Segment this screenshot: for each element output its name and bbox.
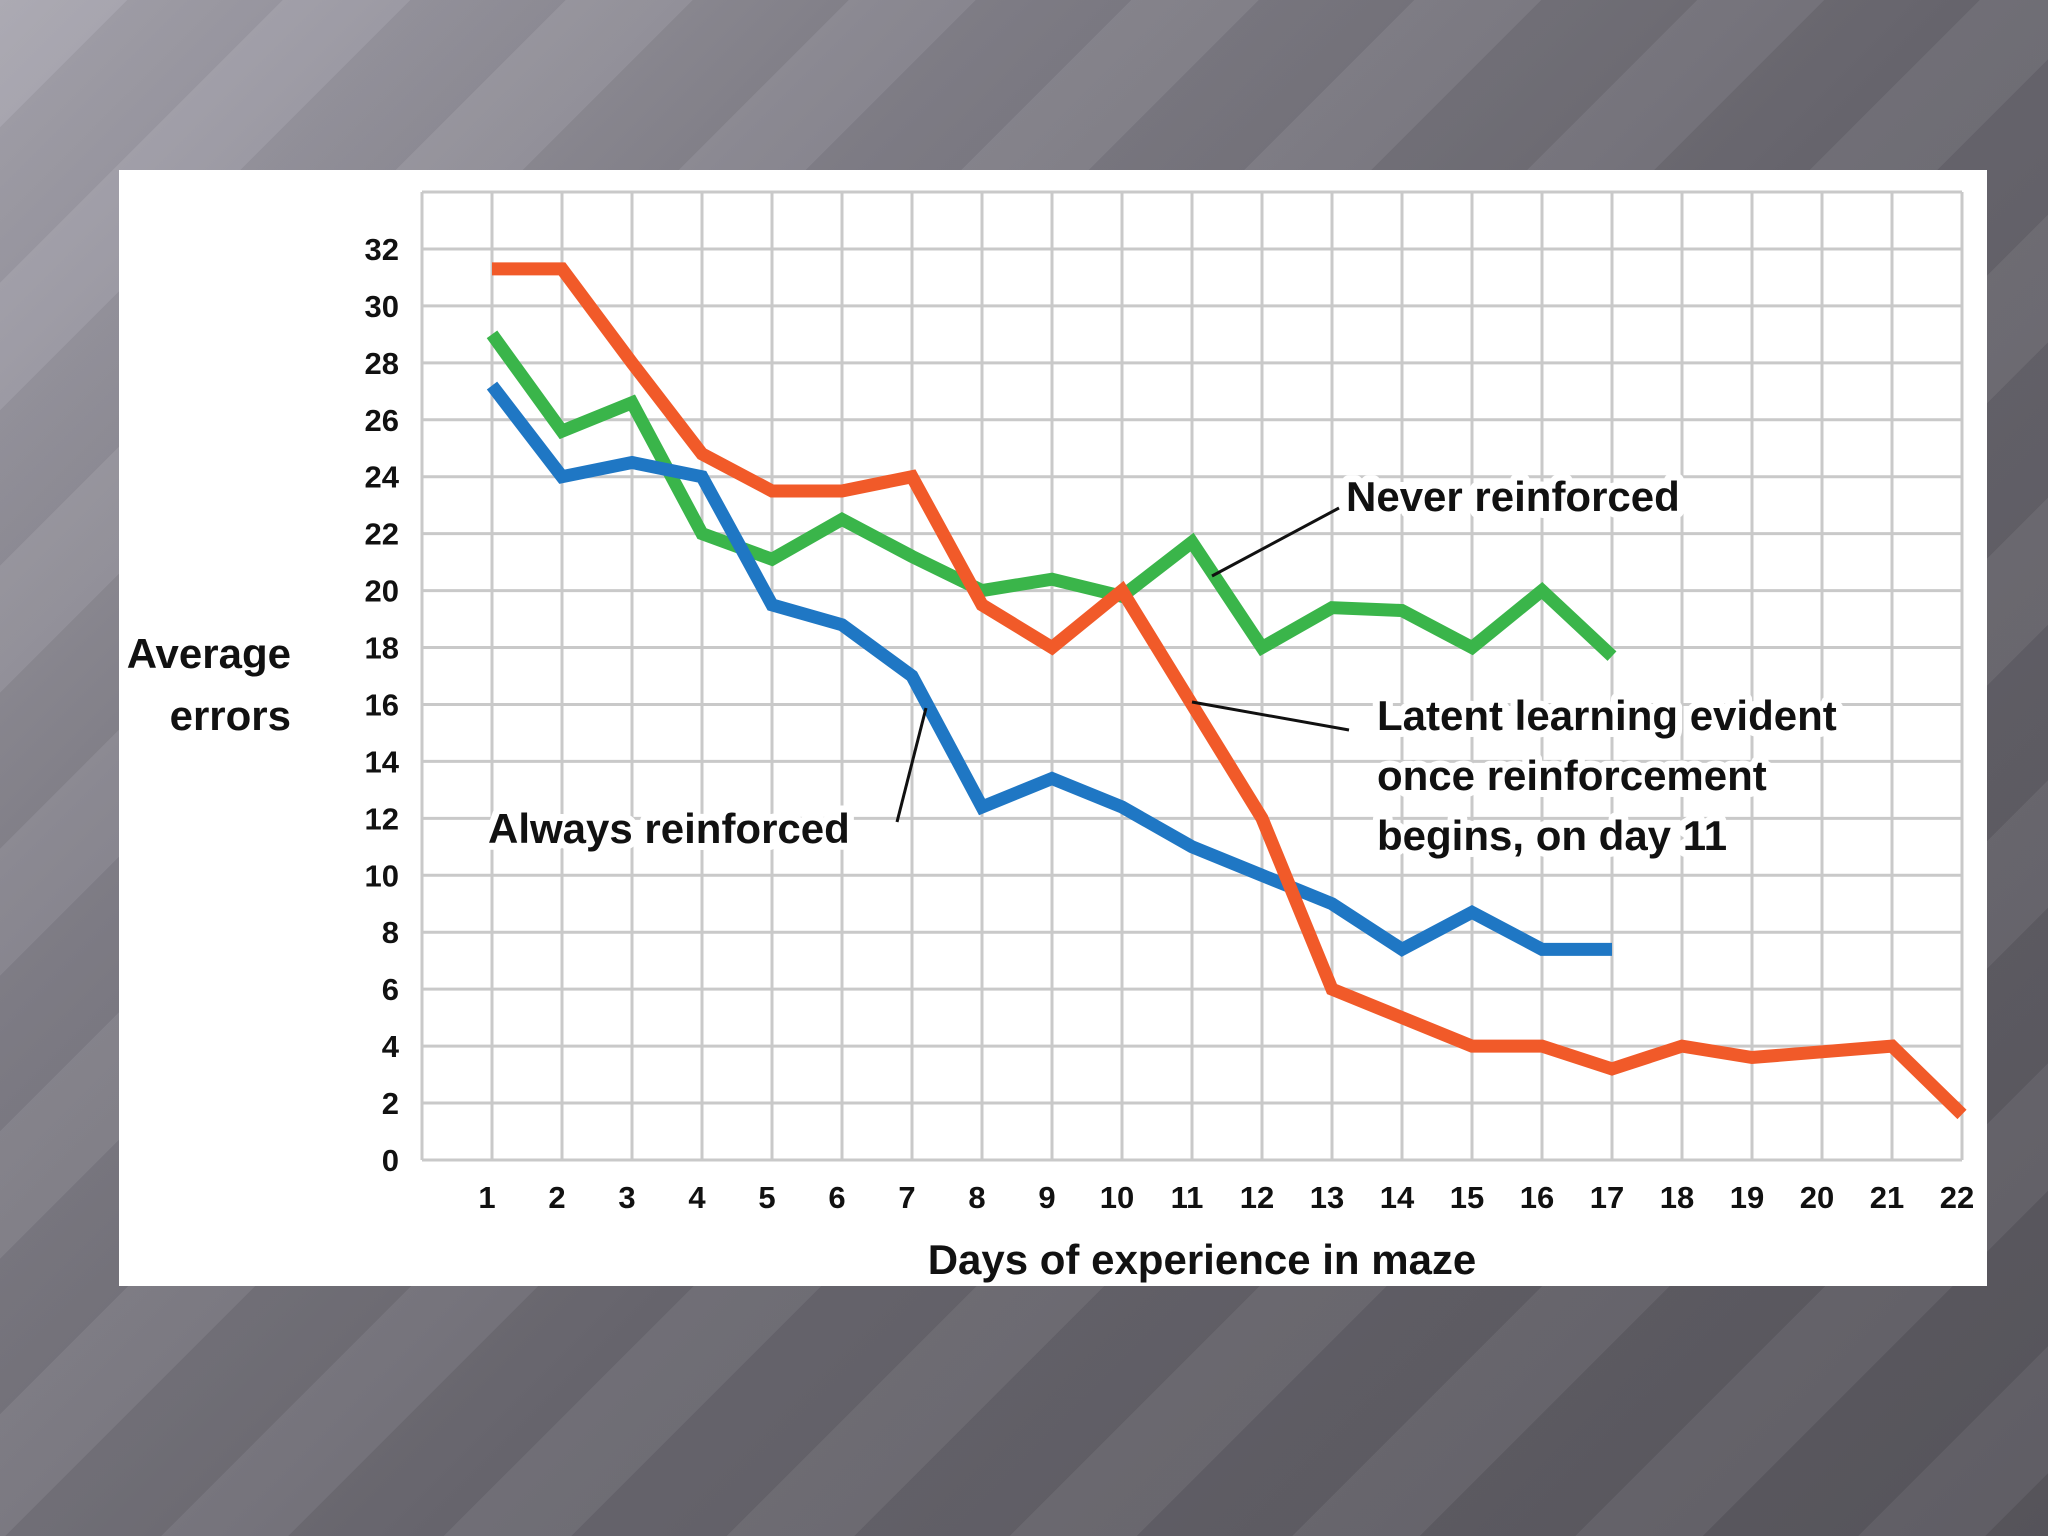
x-tick-label: 7: [898, 1180, 915, 1215]
annotations: Never reinforced Always reinforced Latent …: [481, 466, 1844, 866]
x-tick-label: 15: [1450, 1180, 1484, 1215]
annotation-leader-latent: [1191, 700, 1350, 732]
annotation-leader-always: [895, 707, 928, 823]
y-axis-label-line: errors: [170, 692, 291, 739]
y-tick-label: 22: [365, 517, 399, 552]
y-axis-label: Average errors: [127, 630, 291, 739]
y-tick-label: 28: [365, 346, 399, 381]
x-tick-label: 18: [1660, 1180, 1694, 1215]
x-tick-label: 20: [1800, 1180, 1834, 1215]
grid-lines: [420, 190, 1964, 1162]
annotation-leader-never: [1211, 506, 1340, 578]
y-tick-label: 18: [365, 631, 399, 666]
annotation-text-latent: once reinforcement: [1377, 752, 1767, 799]
y-tick-label: 0: [382, 1143, 399, 1178]
y-tick-label: 2: [382, 1086, 399, 1121]
annotation-text-always: Always reinforced: [488, 805, 850, 852]
x-tick-label: 9: [1038, 1180, 1055, 1215]
y-tick-label: 30: [365, 289, 399, 324]
x-tick-label: 6: [828, 1180, 845, 1215]
x-tick-label: 5: [758, 1180, 775, 1215]
x-tick-label: 3: [618, 1180, 635, 1215]
series-line-never-reinforced: [486, 330, 1617, 661]
y-tick-label: 24: [365, 460, 400, 495]
x-tick-label: 19: [1730, 1180, 1764, 1215]
x-tick-label: 8: [968, 1180, 985, 1215]
series-line-latent-learning: [492, 262, 1967, 1120]
annotation-text-never: Never reinforced: [1346, 473, 1680, 520]
x-tick-label: 4: [688, 1180, 706, 1215]
annotation-text-latent: Latent learning evident: [1377, 692, 1837, 739]
x-tick-label: 1: [478, 1180, 495, 1215]
series-lines: [486, 262, 1967, 1120]
x-tick-label: 2: [548, 1180, 565, 1215]
y-axis-label-line: Average: [127, 630, 291, 677]
y-tick-label: 16: [365, 687, 399, 722]
y-tick-label: 10: [365, 858, 399, 893]
y-tick-label: 8: [382, 915, 399, 950]
x-tick-label: 21: [1870, 1180, 1904, 1215]
series-line-always-reinforced: [486, 381, 1612, 957]
x-tick-label: 16: [1520, 1180, 1554, 1215]
y-tick-label: 14: [365, 744, 400, 779]
x-tick-label: 13: [1310, 1180, 1344, 1215]
x-tick-label: 22: [1940, 1180, 1974, 1215]
y-tick-label: 26: [365, 403, 399, 438]
annotation-text-latent: begins, on day 11: [1377, 812, 1727, 859]
x-tick-labels: 1 2 3 4 5 6 7 8 9 10 11 12 13 14 15 16 17 18 19 20 21 22: [478, 1180, 1974, 1215]
x-axis-label: Days of experience in maze: [928, 1236, 1477, 1283]
x-tick-label: 12: [1240, 1180, 1274, 1215]
x-tick-label: 10: [1100, 1180, 1134, 1215]
x-tick-label: 11: [1171, 1180, 1204, 1215]
y-tick-label: 20: [365, 574, 399, 609]
x-tick-label: 14: [1380, 1180, 1415, 1215]
y-tick-label: 4: [382, 1029, 400, 1064]
y-tick-label: 6: [382, 972, 399, 1007]
y-tick-label: 12: [365, 801, 399, 836]
x-tick-label: 17: [1590, 1180, 1624, 1215]
y-tick-label: 32: [365, 232, 399, 267]
